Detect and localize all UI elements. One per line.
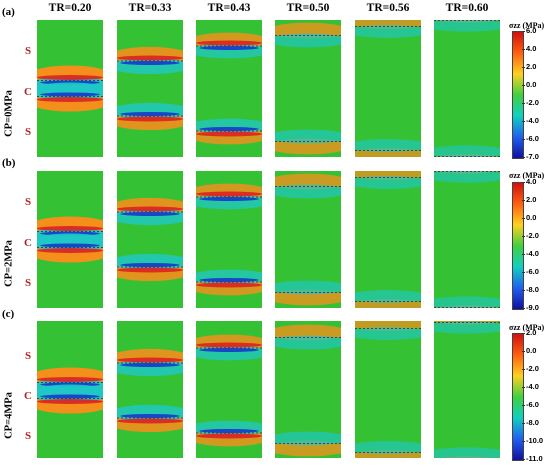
stress-contour-cell <box>434 321 500 458</box>
colorbar-tick-mark <box>522 254 525 255</box>
colorbar-tick-label: -4.0 <box>526 382 539 391</box>
colorbar-tick-mark <box>522 49 525 50</box>
stress-contour-cell <box>117 321 183 458</box>
column-header-tr-050: TR=0.50 <box>286 2 330 14</box>
colorbar-tick-label: -6.0 <box>526 134 539 143</box>
panel-letter: (a) <box>2 6 15 18</box>
stress-contour-cell <box>37 171 103 308</box>
stress-contour-cell <box>355 171 421 308</box>
colorbar-tick-mark <box>522 308 525 309</box>
colorbar-title: σzz (MPa) <box>509 171 545 180</box>
material-label-coal: C <box>24 86 32 98</box>
panel-letter: (b) <box>2 157 16 169</box>
material-label-shale-top: S <box>24 45 32 57</box>
stress-contour-cell <box>275 171 341 308</box>
material-label-shale-bottom: S <box>24 126 32 138</box>
colorbar-tick-label: 0.0 <box>526 213 537 222</box>
stress-contour-cell <box>37 321 103 458</box>
stress-contour-cell <box>355 321 421 458</box>
colorbar-tick-label: 4.0 <box>526 177 537 186</box>
panel-letter: (c) <box>2 308 15 320</box>
stress-contour-cell <box>434 20 500 157</box>
panel-label: CP=4MPa <box>3 392 15 439</box>
colorbar-tick-label: -2.0 <box>526 231 539 240</box>
material-label-coal: C <box>24 237 32 249</box>
colorbar-tick-mark <box>522 85 525 86</box>
material-label-shale-bottom: S <box>24 277 32 289</box>
colorbar-tick-mark <box>522 218 525 219</box>
colorbar-tick-mark <box>522 290 525 291</box>
column-header-tr-020: TR=0.20 <box>48 2 92 14</box>
column-header-tr-033: TR=0.33 <box>128 2 172 14</box>
colorbar-tick-label: 6.0 <box>526 26 537 35</box>
colorbar-tick-mark <box>522 121 525 122</box>
colorbar-tick-label: 2.0 <box>526 328 537 337</box>
colorbar-tick-mark <box>522 103 525 104</box>
colorbar-tick-label: -2.0 <box>526 98 539 107</box>
colorbar-title: σzz (MPa) <box>509 323 545 332</box>
stress-contour-cell <box>275 321 341 458</box>
colorbar-tick-label: -6.0 <box>526 400 539 409</box>
colorbar-tick-label: -6.0 <box>526 267 539 276</box>
colorbar-tick-label: 2.0 <box>526 62 537 71</box>
colorbar-tick-label: -4.0 <box>526 249 539 258</box>
colorbar-tick-label: -2.0 <box>526 364 539 373</box>
stress-contour-cell <box>196 20 262 157</box>
colorbar-tick-label: -8.0 <box>526 285 539 294</box>
colorbar-tick-label: -7.0 <box>526 152 539 161</box>
colorbar-tick-mark <box>522 236 525 237</box>
colorbar-tick-mark <box>522 387 525 388</box>
colorbar-tick-mark <box>522 423 525 424</box>
colorbar-tick-label: 2.0 <box>526 195 537 204</box>
stress-contour-cell <box>196 171 262 308</box>
colorbar-tick-mark <box>522 67 525 68</box>
material-label-coal: C <box>24 390 32 402</box>
material-label-shale-top: S <box>24 350 32 362</box>
material-label-shale-bottom: S <box>24 430 32 442</box>
panel-label: CP=0MPa <box>3 90 15 137</box>
colorbar-tick-mark <box>522 31 525 32</box>
panel-label: CP=2MPa <box>3 240 15 287</box>
colorbar-tick-label: 0.0 <box>526 80 537 89</box>
column-header-tr-056: TR=0.56 <box>366 2 410 14</box>
material-label-shale-top: S <box>24 196 32 208</box>
colorbar-tick-label: -10.0 <box>526 436 544 445</box>
column-header-tr-043: TR=0.43 <box>207 2 251 14</box>
colorbar-tick-label: 4.0 <box>526 44 537 53</box>
colorbar-tick-label: -4.0 <box>526 116 539 125</box>
colorbar-tick-label: -8.0 <box>526 418 539 427</box>
colorbar-tick-mark <box>522 459 525 460</box>
colorbar-tick-mark <box>522 441 525 442</box>
colorbar <box>512 182 524 310</box>
colorbar-tick-mark <box>522 405 525 406</box>
stress-contour-cell <box>355 20 421 157</box>
colorbar-tick-mark <box>522 351 525 352</box>
colorbar-tick-mark <box>522 157 525 158</box>
colorbar <box>512 333 524 461</box>
colorbar-tick-label: 0.0 <box>526 346 537 355</box>
stress-contour-cell <box>434 171 500 308</box>
stress-contour-cell <box>117 171 183 308</box>
column-header-tr-060: TR=0.60 <box>445 2 489 14</box>
colorbar-tick-mark <box>522 333 525 334</box>
stress-contour-cell <box>37 20 103 157</box>
stress-contour-cell <box>117 20 183 157</box>
colorbar-tick-mark <box>522 200 525 201</box>
colorbar-tick-mark <box>522 182 525 183</box>
colorbar-tick-mark <box>522 369 525 370</box>
colorbar <box>512 31 524 159</box>
colorbar-title: σzz (MPa) <box>509 21 545 30</box>
colorbar-tick-label: -9.0 <box>526 303 539 312</box>
colorbar-tick-mark <box>522 139 525 140</box>
colorbar-tick-mark <box>522 272 525 273</box>
stress-contour-cell <box>196 321 262 458</box>
stress-contour-cell <box>275 20 341 157</box>
colorbar-tick-label: -11.0 <box>526 454 543 463</box>
